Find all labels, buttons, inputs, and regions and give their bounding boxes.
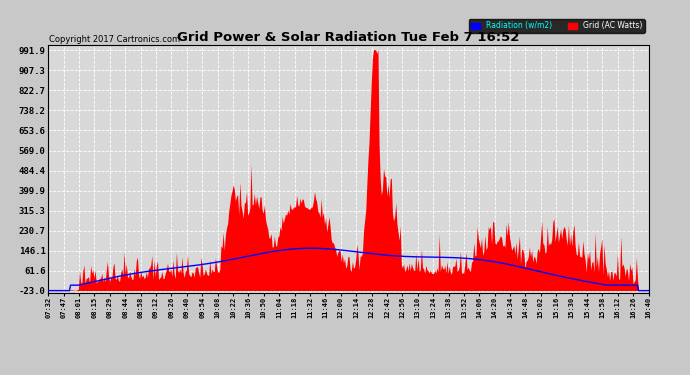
- Title: Grid Power & Solar Radiation Tue Feb 7 16:52: Grid Power & Solar Radiation Tue Feb 7 1…: [177, 31, 520, 44]
- Legend: Radiation (w/m2), Grid (AC Watts): Radiation (w/m2), Grid (AC Watts): [469, 19, 644, 33]
- Text: Copyright 2017 Cartronics.com: Copyright 2017 Cartronics.com: [49, 35, 180, 44]
